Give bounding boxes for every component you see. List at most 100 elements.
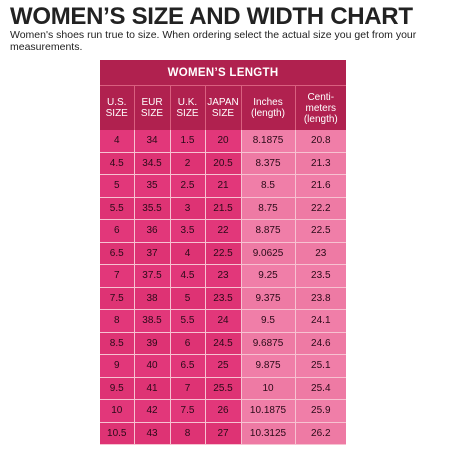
cell-inches-length: 9.25 (241, 264, 296, 288)
cell-eur-size: 35 (134, 174, 171, 198)
cell-us-size: 10.5 (100, 422, 135, 445)
cell-inches-length: 8.375 (241, 152, 296, 175)
cell-us-size: 9.5 (100, 377, 135, 400)
cell-centimeters-length: 20.8 (295, 130, 347, 153)
cell-us-size: 8.5 (100, 332, 135, 355)
cell-centimeters-length: 23.8 (295, 287, 347, 310)
chart-title: WOMEN’S SIZE AND WIDTH CHART (10, 3, 413, 30)
cell-inches-length: 10.3125 (241, 422, 296, 445)
table-row: 6 36 3.5 22 8.875 22.5 (100, 219, 347, 243)
table-row: 7.5 38 5 23.5 9.375 23.8 (100, 287, 347, 310)
cell-uk-size: 6 (170, 332, 206, 355)
cell-japan-size: 27 (205, 422, 242, 445)
cell-inches-length: 8.5 (241, 174, 296, 198)
cell-centimeters-length: 26.2 (295, 422, 347, 445)
cell-uk-size: 3.5 (170, 219, 206, 243)
cell-centimeters-length: 23 (295, 242, 347, 265)
cell-uk-size: 5.5 (170, 309, 206, 333)
cell-eur-size: 40 (134, 354, 171, 378)
column-header-eur-size: EUR SIZE (134, 85, 171, 130)
cell-centimeters-length: 23.5 (295, 264, 347, 288)
cell-centimeters-length: 22.2 (295, 197, 347, 220)
cell-inches-length: 9.375 (241, 287, 296, 310)
cell-uk-size: 7 (170, 377, 206, 400)
chart-subtitle: Women's shoes run true to size. When ord… (10, 29, 417, 53)
size-chart-table: WOMEN’S LENGTH U.S. SIZE EUR SIZE U.K. SIZE JA… (100, 60, 347, 445)
cell-eur-size: 36 (134, 219, 171, 243)
cell-centimeters-length: 24.1 (295, 309, 347, 333)
table-row: 4.5 34.5 2 20.5 8.375 21.3 (100, 152, 347, 175)
column-header-centimeters-length: Centi-meters (length) (295, 85, 347, 130)
cell-uk-size: 5 (170, 287, 206, 310)
cell-inches-length: 10 (241, 377, 296, 400)
table-row: 8.5 39 6 24.5 9.6875 24.6 (100, 332, 347, 355)
table-row: 6.5 37 4 22.5 9.0625 23 (100, 242, 347, 265)
cell-eur-size: 37.5 (134, 264, 171, 288)
cell-japan-size: 25.5 (205, 377, 242, 400)
table-row: 9.5 41 7 25.5 10 25.4 (100, 377, 347, 400)
cell-eur-size: 38.5 (134, 309, 171, 333)
cell-japan-size: 20 (205, 130, 242, 153)
cell-us-size: 7 (100, 264, 135, 288)
table-row: 10 42 7.5 26 10.1875 25.9 (100, 399, 347, 423)
cell-eur-size: 34 (134, 130, 171, 153)
cell-eur-size: 43 (134, 422, 171, 445)
cell-japan-size: 20.5 (205, 152, 242, 175)
cell-centimeters-length: 25.1 (295, 354, 347, 378)
table-row: 8 38.5 5.5 24 9.5 24.1 (100, 309, 347, 333)
cell-japan-size: 21 (205, 174, 242, 198)
table-body: 4 34 1.5 20 8.1875 20.8 4.5 34.5 2 20.5 8.375 21.3 5… (100, 130, 347, 445)
column-header-us-size: U.S. SIZE (100, 85, 135, 130)
cell-centimeters-length: 24.6 (295, 332, 347, 355)
cell-inches-length: 9.6875 (241, 332, 296, 355)
column-header-row: U.S. SIZE EUR SIZE U.K. SIZE JAPAN SIZE Inches (l… (100, 85, 347, 130)
cell-uk-size: 6.5 (170, 354, 206, 378)
cell-inches-length: 9.875 (241, 354, 296, 378)
table-row: 4 34 1.5 20 8.1875 20.8 (100, 130, 347, 153)
cell-centimeters-length: 25.9 (295, 399, 347, 423)
cell-centimeters-length: 25.4 (295, 377, 347, 400)
cell-eur-size: 39 (134, 332, 171, 355)
cell-inches-length: 8.875 (241, 219, 296, 243)
cell-japan-size: 22.5 (205, 242, 242, 265)
column-header-inches-length: Inches (length) (241, 85, 296, 130)
cell-centimeters-length: 22.5 (295, 219, 347, 243)
cell-japan-size: 22 (205, 219, 242, 243)
cell-japan-size: 26 (205, 399, 242, 423)
table-row: 9 40 6.5 25 9.875 25.1 (100, 354, 347, 378)
cell-uk-size: 3 (170, 197, 206, 220)
cell-japan-size: 25 (205, 354, 242, 378)
table-row: 5.5 35.5 3 21.5 8.75 22.2 (100, 197, 347, 220)
cell-uk-size: 1.5 (170, 130, 206, 153)
cell-centimeters-length: 21.6 (295, 174, 347, 198)
cell-us-size: 8 (100, 309, 135, 333)
cell-japan-size: 24 (205, 309, 242, 333)
cell-us-size: 6 (100, 219, 135, 243)
cell-eur-size: 38 (134, 287, 171, 310)
cell-uk-size: 8 (170, 422, 206, 445)
cell-inches-length: 8.1875 (241, 130, 296, 153)
cell-eur-size: 42 (134, 399, 171, 423)
cell-centimeters-length: 21.3 (295, 152, 347, 175)
table-row: 10.5 43 8 27 10.3125 26.2 (100, 422, 347, 445)
cell-uk-size: 7.5 (170, 399, 206, 423)
cell-us-size: 7.5 (100, 287, 135, 310)
cell-uk-size: 2.5 (170, 174, 206, 198)
cell-us-size: 5.5 (100, 197, 135, 220)
cell-japan-size: 24.5 (205, 332, 242, 355)
cell-inches-length: 9.5 (241, 309, 296, 333)
cell-us-size: 5 (100, 174, 135, 198)
table-row: 7 37.5 4.5 23 9.25 23.5 (100, 264, 347, 288)
cell-eur-size: 37 (134, 242, 171, 265)
cell-japan-size: 23 (205, 264, 242, 288)
cell-eur-size: 34.5 (134, 152, 171, 175)
cell-inches-length: 8.75 (241, 197, 296, 220)
cell-us-size: 4 (100, 130, 135, 153)
cell-eur-size: 35.5 (134, 197, 171, 220)
cell-japan-size: 21.5 (205, 197, 242, 220)
table-row: 5 35 2.5 21 8.5 21.6 (100, 174, 347, 198)
cell-us-size: 9 (100, 354, 135, 378)
cell-us-size: 4.5 (100, 152, 135, 175)
cell-inches-length: 10.1875 (241, 399, 296, 423)
column-header-japan-size: JAPAN SIZE (205, 85, 242, 130)
